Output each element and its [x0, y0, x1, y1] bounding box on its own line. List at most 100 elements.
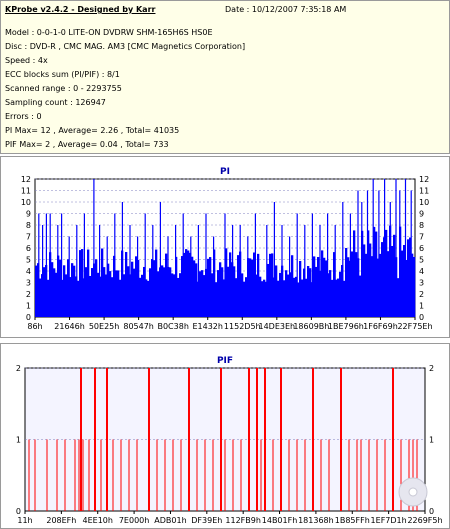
pi-bar	[209, 257, 212, 317]
pi-bar	[71, 263, 74, 317]
pi-bar	[249, 258, 252, 317]
pi-bar	[153, 260, 156, 317]
pi-bar	[303, 268, 306, 317]
app-title: KProbe v2.4.2 - Designed by Karr	[5, 5, 156, 14]
pi-y-tick-label-left: 6	[26, 244, 31, 253]
pi-bar	[271, 253, 274, 317]
pif-x-tick-label: 7E000h	[119, 516, 149, 525]
pi-bar	[313, 256, 316, 317]
pi-bar	[411, 253, 414, 317]
pi-bar	[215, 282, 218, 317]
pi-y-tick-label-left: 3	[26, 279, 31, 288]
pi-x-tick-label: E1432h	[192, 322, 222, 331]
pi-bar	[299, 260, 302, 317]
pif-chart-title: PIF	[217, 356, 233, 366]
pi-x-tick-label: 80547h	[123, 322, 154, 331]
pif-x-tick-label: 1EF7D1h	[371, 516, 407, 525]
pi-x-tick-label: 1152D5h	[224, 322, 261, 331]
pi-bar	[191, 256, 194, 317]
pi-bar	[35, 265, 38, 317]
pi-bar	[103, 267, 106, 317]
pi-bar	[101, 248, 104, 317]
speed-line: Speed : 4x	[5, 56, 48, 65]
pi-bar	[79, 250, 82, 317]
pif-y-tick-label-left: 2	[16, 364, 21, 373]
pi-bar	[225, 248, 228, 317]
pi-bar	[373, 226, 376, 317]
pif-x-tick-label: DF39Eh	[191, 516, 222, 525]
pif-chart: PIF 0 0 1 1 2 2 11h 208EFh 4EE10h 7E000h ADB01h DF39…	[16, 356, 443, 525]
pi-bar	[279, 272, 282, 317]
pi-y-tick-label-left: 9	[26, 210, 31, 219]
pi-bar	[51, 262, 54, 317]
pif-y-tick-label-right: 0	[429, 507, 434, 516]
pi-bar	[177, 277, 180, 317]
pi-bar	[283, 280, 286, 317]
pi-bar	[295, 276, 298, 317]
pi-y-tick-label-right: 4	[419, 267, 424, 276]
pi-bar	[391, 245, 394, 317]
pi-bar	[413, 256, 416, 317]
scan-date: Date : 10/12/2007 7:35:18 AM	[225, 5, 347, 14]
pi-y-tick-label-left: 12	[21, 175, 31, 184]
pi-bar	[95, 259, 98, 317]
pi-bar	[59, 259, 62, 317]
pi-y-tick-label-right: 8	[419, 221, 424, 230]
pi-y-tick-label-right: 6	[419, 244, 424, 253]
pi-bar	[75, 276, 78, 317]
pif-y-tick-label-left: 0	[16, 507, 21, 516]
pi-bar	[297, 282, 300, 317]
pi-y-tick-label-left: 10	[21, 198, 31, 207]
pif-y-tick-label-left: 1	[16, 436, 21, 445]
pi-x-tick-label: 1BE796h	[328, 322, 364, 331]
pi-bar	[89, 275, 92, 317]
pi-bar	[211, 273, 214, 317]
info-panel: KProbe v2.4.2 - Designed by Karr Date : …	[0, 0, 450, 154]
pi-y-tick-label-right: 2	[419, 290, 424, 299]
pi-bar	[187, 250, 190, 317]
pi-bar	[219, 262, 222, 317]
pi-bar	[169, 267, 172, 317]
pi-bar	[317, 257, 320, 317]
pi-bar	[227, 266, 230, 317]
pi-bar	[183, 252, 186, 317]
pi-bar	[409, 237, 412, 317]
pi-summary-line: PI Max= 12 , Average= 2.26 , Total= 4103…	[5, 126, 180, 135]
pif-chart-panel: PIF 0 0 1 1 2 2 11h 208EFh 4EE10h 7E000h ADB01h DF39…	[0, 343, 450, 529]
pi-bar	[185, 249, 188, 317]
pif-x-tick-label: 112FB9h	[225, 516, 261, 525]
pi-bar	[337, 278, 340, 317]
pi-y-tick-label-left: 5	[26, 256, 31, 265]
pi-bar	[277, 280, 280, 317]
pi-chart-panel: PI 0 0 1 1 2 2 3 3 4 4 5 5 6 6 7 7 8 8 9 9 10 10 11 11 12 12 86h 216…	[0, 156, 450, 338]
pi-bar	[309, 268, 312, 317]
pif-summary-line: PIF Max= 2 , Average= 0.04 , Total= 733	[5, 140, 169, 149]
pi-bar	[301, 279, 304, 317]
pi-bar	[155, 249, 158, 317]
pi-chart-title: PI	[220, 167, 230, 177]
pi-bar	[285, 270, 288, 317]
pi-bar	[125, 251, 128, 317]
pi-bar	[151, 259, 154, 317]
pi-bar	[315, 266, 318, 317]
pi-bar	[149, 268, 152, 317]
pi-bar	[165, 253, 168, 317]
sampling-line: Sampling count : 126947	[5, 98, 106, 107]
pif-x-tick-label: 4EE10h	[83, 516, 113, 525]
pi-bar	[251, 259, 254, 317]
pi-bar	[355, 252, 358, 317]
pi-bar	[245, 277, 248, 317]
pi-bar	[367, 230, 370, 317]
pi-bar	[53, 268, 56, 317]
pi-y-tick-label-right: 0	[419, 313, 424, 322]
pi-bar	[107, 263, 110, 317]
pif-x-tick-label: 14B01Fh	[262, 516, 298, 525]
pi-x-tick-label: B0C38h	[157, 322, 188, 331]
pi-bar	[385, 229, 388, 317]
pi-bar	[325, 260, 328, 317]
pi-bar	[199, 271, 202, 317]
pi-y-tick-label-right: 11	[419, 187, 429, 196]
pi-bar	[339, 271, 342, 317]
pi-bar	[253, 252, 256, 317]
pif-x-tick-label: 208EFh	[46, 516, 76, 525]
